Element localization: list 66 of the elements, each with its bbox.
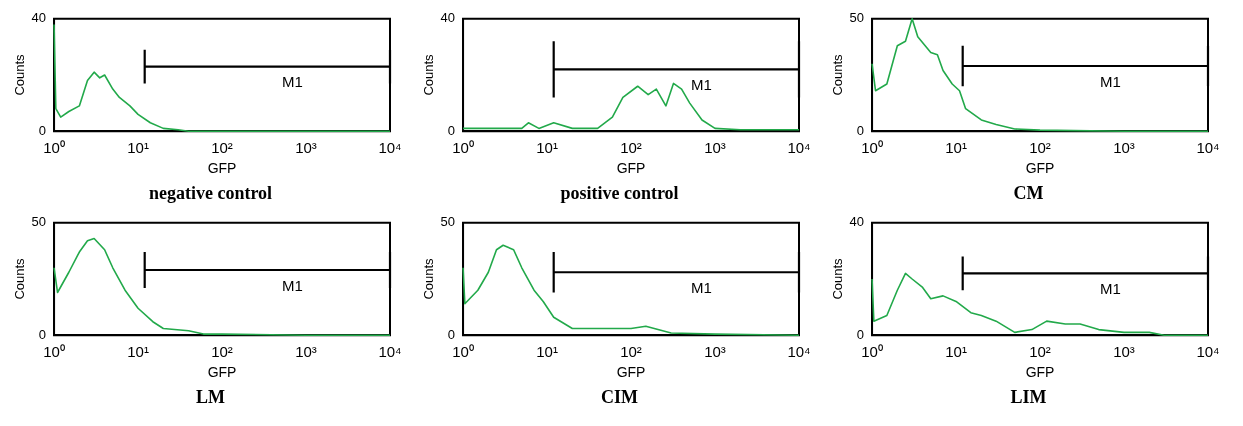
x-tick-label: 10¹ [945,343,967,361]
x-tick-label: 10³ [704,139,726,157]
x-tick-label: 10² [211,139,233,157]
series-label: M1 [281,73,303,91]
x-tick-label: 10² [211,343,233,361]
text: negative control [148,182,273,205]
x-axis-title: GFP [616,160,646,177]
x-tick-label: 10⁰ [452,343,474,361]
y-axis-title: Counts [12,53,28,96]
y-tick-label: 0 [447,122,456,138]
x-tick-label: 10³ [1113,139,1135,157]
y-tick-label: 0 [447,326,456,342]
x-tick-label: 10¹ [536,139,558,157]
x-tick-label: 10⁰ [861,139,883,157]
x-tick-label: 10⁰ [43,343,65,361]
x-tick-label: 10³ [295,139,317,157]
series-label: M1 [1099,72,1121,90]
x-tick-label: 10⁴ [1196,139,1220,157]
y-tick-label: 0 [38,326,47,342]
x-axis-title: GFP [1025,364,1055,381]
x-tick-label: 10¹ [536,343,558,361]
x-tick-label: 10² [1029,343,1051,361]
y-tick-label: 0 [856,326,865,342]
y-tick-label: 50 [849,10,865,26]
y-tick-label: 40 [849,214,865,230]
y-axis-title: Counts [830,53,846,96]
text: LIM [1010,386,1047,409]
x-tick-label: 10¹ [945,139,967,157]
x-tick-label: 10⁴ [378,343,402,361]
x-axis-title: GFP [616,364,646,381]
y-axis-title: Counts [421,257,437,300]
x-tick-label: 10¹ [127,343,149,361]
text: LM [196,386,225,409]
x-axis-title: GFP [1025,160,1055,177]
y-axis-title: Counts [830,257,846,300]
x-tick-label: 10² [620,139,642,157]
x-tick-label: 10⁰ [43,139,65,157]
x-tick-label: 10⁴ [787,343,811,361]
x-axis-title: GFP [207,364,237,381]
x-axis-title: GFP [207,160,237,177]
x-tick-label: 10¹ [127,139,149,157]
x-tick-label: 10³ [1113,343,1135,361]
y-tick-label: 0 [38,122,47,138]
series-label: M1 [690,76,712,94]
x-tick-label: 10² [620,343,642,361]
x-tick-label: 10⁴ [1196,343,1220,361]
x-tick-label: 10² [1029,139,1051,157]
x-tick-label: 10⁰ [861,343,883,361]
series-label: M1 [1099,280,1121,298]
y-axis-title: Counts [421,53,437,96]
text: CM [1013,182,1044,205]
y-tick-label: 0 [856,122,865,138]
x-tick-label: 10³ [704,343,726,361]
y-tick-label: 50 [440,214,456,230]
x-tick-label: 10³ [295,343,317,361]
text: CIM [601,386,638,409]
y-axis-title: Counts [12,257,28,300]
series-label: M1 [690,278,712,296]
x-tick-label: 10⁴ [787,139,811,157]
text: positive control [560,182,679,205]
y-tick-label: 50 [31,214,47,230]
series-label: M1 [281,276,303,294]
y-tick-label: 40 [440,10,456,26]
x-tick-label: 10⁴ [378,139,402,157]
x-tick-label: 10⁰ [452,139,474,157]
y-tick-label: 40 [31,10,47,26]
